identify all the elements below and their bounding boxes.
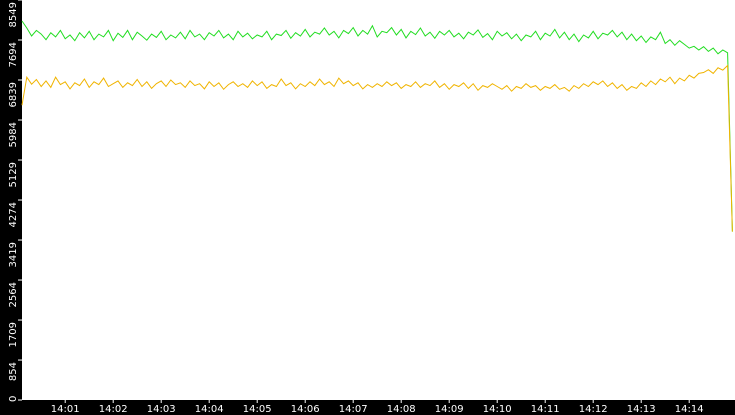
x-tick-label: 14:02 <box>99 404 128 415</box>
y-tick-label: 0 <box>8 396 19 402</box>
y-tick-label: 5129 <box>8 162 19 187</box>
series-line <box>21 64 733 232</box>
y-tick-label: 2564 <box>8 282 19 307</box>
x-tick-label: 14:08 <box>387 404 416 415</box>
x-tick-label: 14:01 <box>51 404 80 415</box>
x-tick-label: 14:04 <box>195 404 224 415</box>
x-tick-label: 14:14 <box>675 404 704 415</box>
x-tick-label: 14:06 <box>291 404 320 415</box>
y-tick-label: 3419 <box>8 242 19 267</box>
series-line <box>21 20 733 232</box>
y-tick-label: 6839 <box>8 82 19 107</box>
x-tick-label: 14:07 <box>339 404 368 415</box>
x-tick-label: 14:10 <box>483 404 512 415</box>
x-tick-label: 14:12 <box>579 404 608 415</box>
y-tick-label: 1709 <box>8 322 19 347</box>
x-tick-label: 14:03 <box>147 404 176 415</box>
x-tick-label: 14:11 <box>531 404 560 415</box>
y-tick-label: 5984 <box>8 122 19 147</box>
x-tick-label: 14:13 <box>627 404 656 415</box>
y-axis-strip <box>0 0 22 415</box>
y-tick-label: 7694 <box>8 42 19 67</box>
y-tick-label: 8549 <box>8 2 19 27</box>
x-tick-label: 14:09 <box>435 404 464 415</box>
y-tick-label: 4274 <box>8 202 19 227</box>
y-tick-label: 854 <box>8 362 19 381</box>
x-tick-label: 14:05 <box>243 404 272 415</box>
x-axis-strip <box>0 400 735 415</box>
